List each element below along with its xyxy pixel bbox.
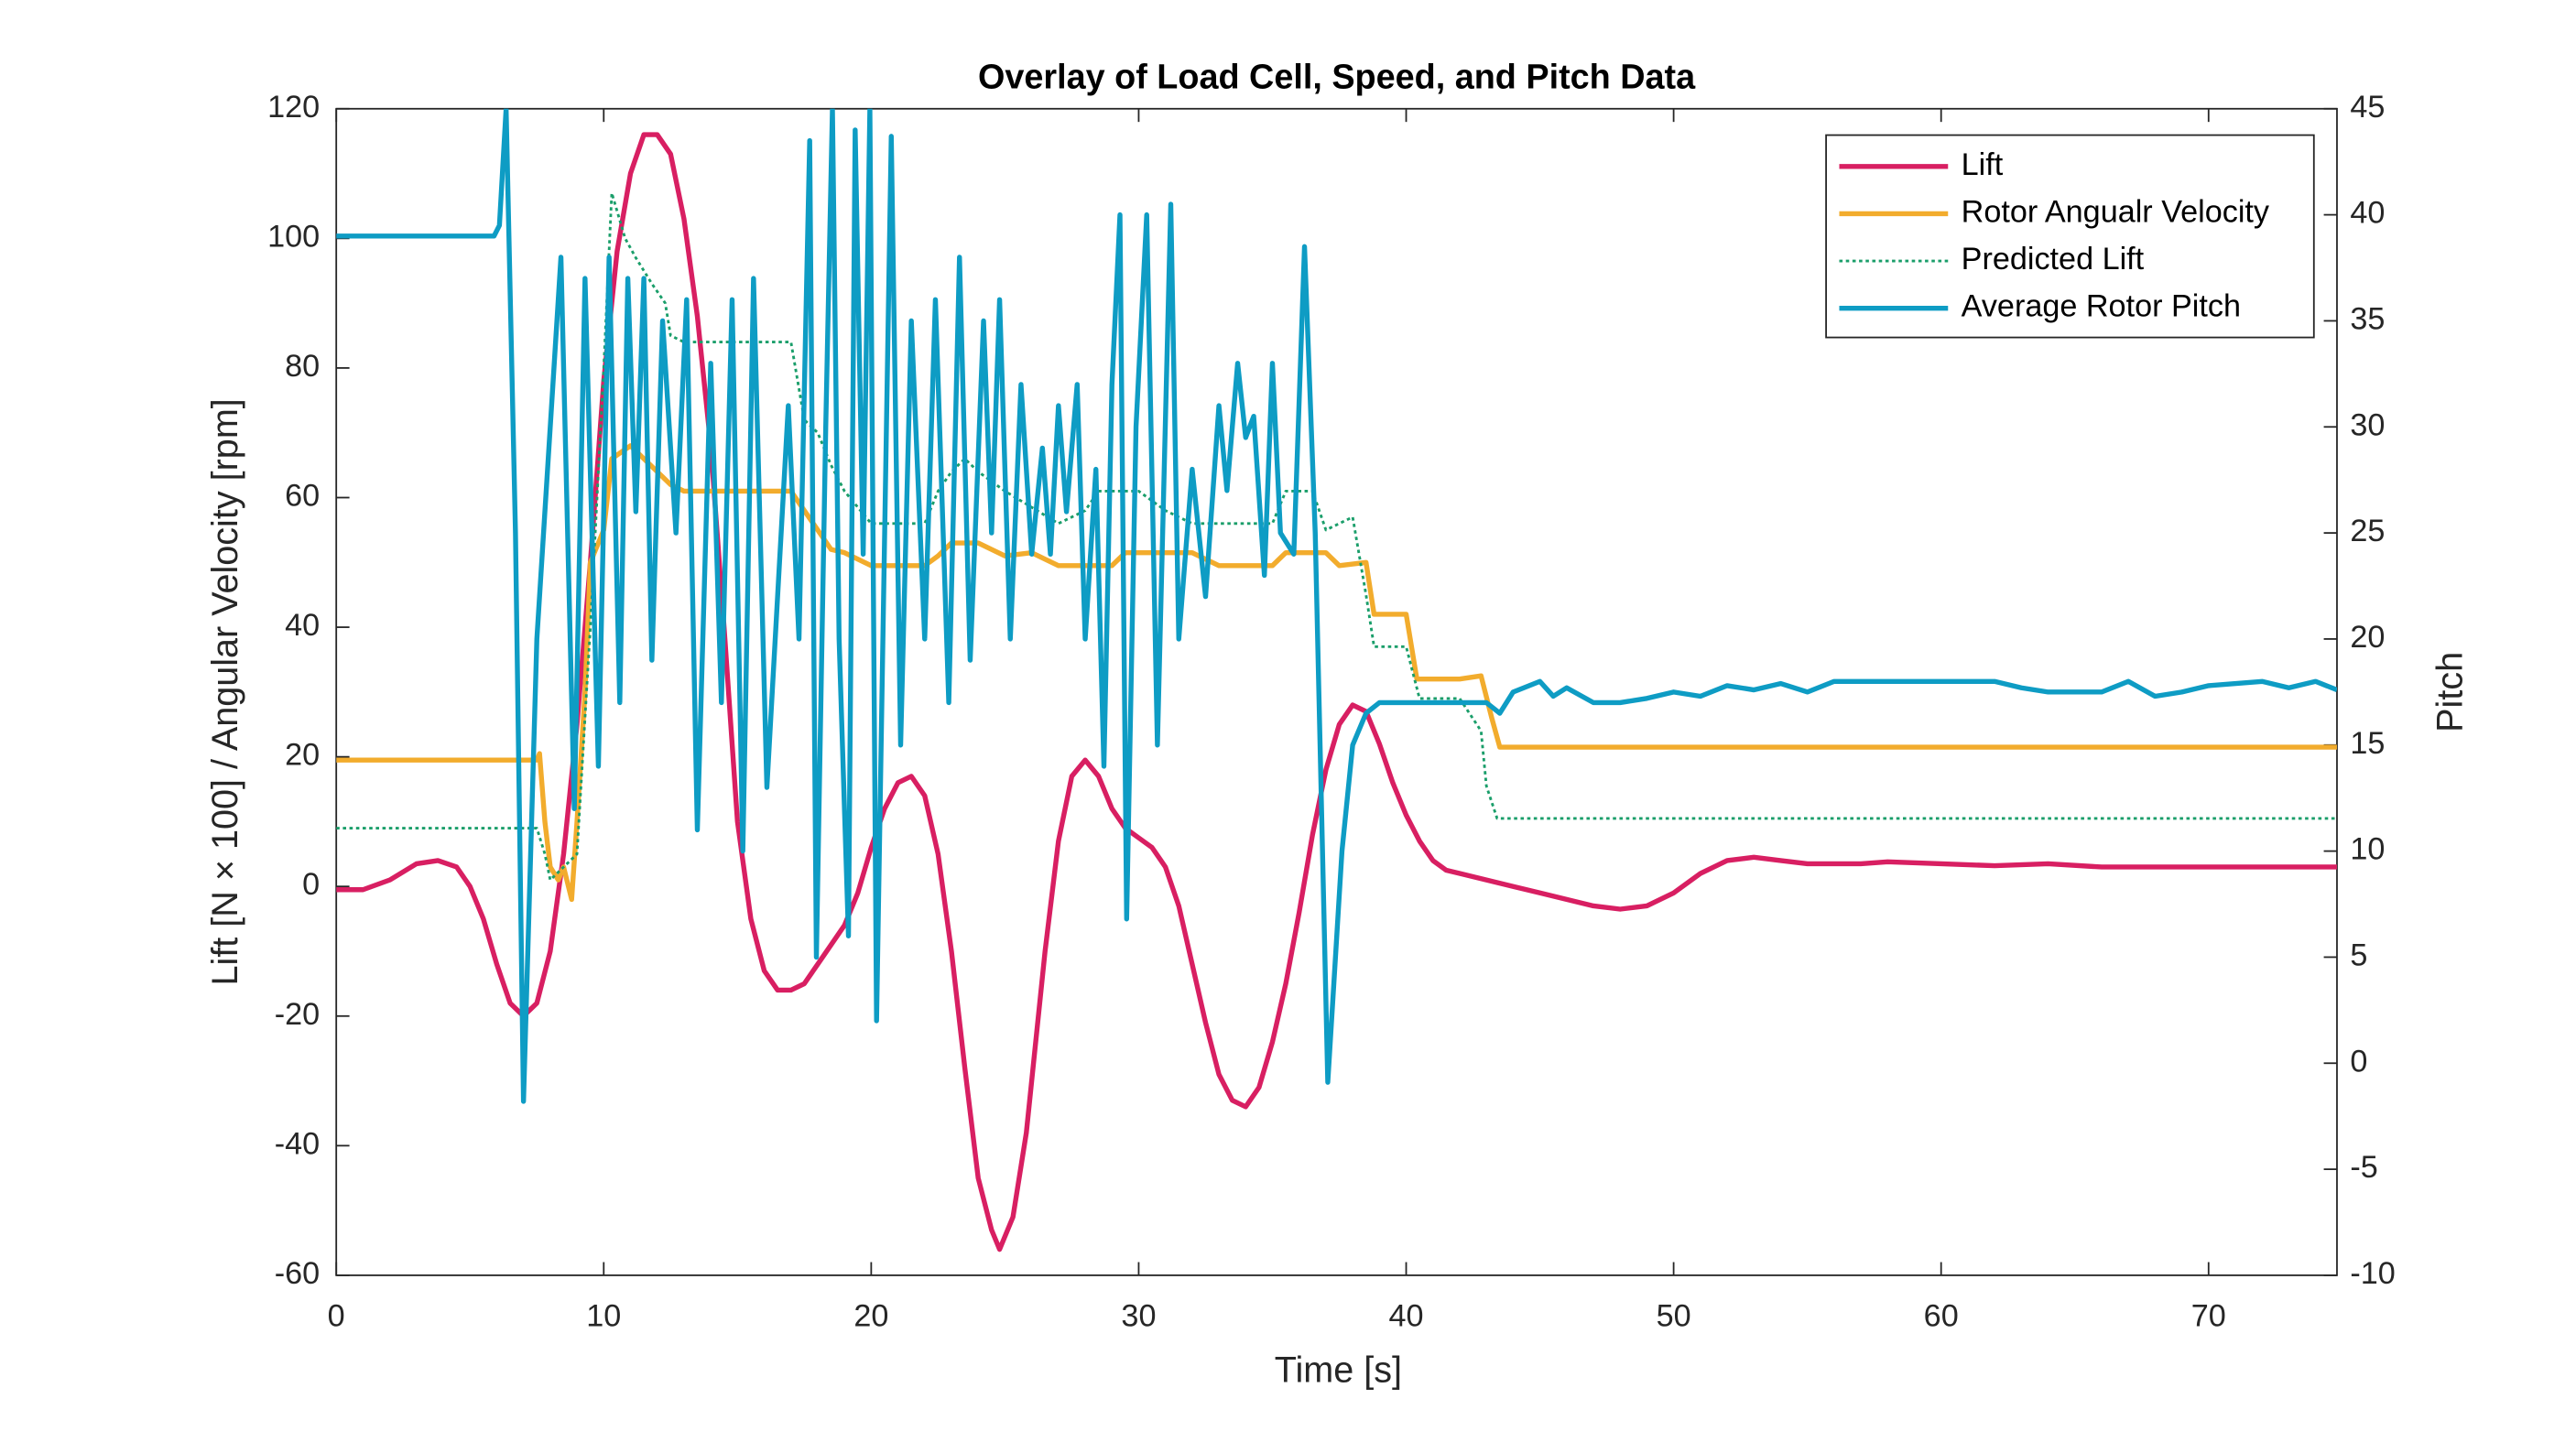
x-tick-label: 60 bbox=[1924, 1299, 1959, 1334]
x-tick-label: 70 bbox=[2191, 1299, 2226, 1334]
axes-box bbox=[335, 107, 2338, 1276]
series-line bbox=[336, 132, 2337, 1252]
y2-tick-label: -10 bbox=[2350, 1256, 2395, 1291]
legend-label: Rotor Angualr Velocity bbox=[1962, 194, 2270, 229]
y2-tick-label: 20 bbox=[2350, 620, 2385, 655]
y-tick-label: 100 bbox=[267, 219, 320, 254]
y-tick-label: 40 bbox=[285, 608, 320, 643]
x-tick-label: 50 bbox=[1657, 1299, 1691, 1334]
chart-title: Overlay of Load Cell, Speed, and Pitch D… bbox=[978, 58, 1696, 96]
x-tick-label: 10 bbox=[586, 1299, 621, 1334]
series-line bbox=[336, 108, 2337, 1104]
y2-tick-label: 35 bbox=[2350, 301, 2385, 336]
y-tick-label: 0 bbox=[302, 867, 320, 902]
legend-label: Average Rotor Pitch bbox=[1962, 289, 2241, 324]
y-tick-label: -20 bbox=[275, 997, 320, 1032]
y2-tick-label: 10 bbox=[2350, 832, 2385, 867]
y-axis-label: Lift [N × 100] / Angular Velocity [rpm] bbox=[205, 398, 245, 985]
y2-tick-label: 45 bbox=[2350, 90, 2385, 125]
y2-tick-label: 5 bbox=[2350, 938, 2367, 972]
x-tick-label: 20 bbox=[853, 1299, 888, 1334]
y-tick-label: -40 bbox=[275, 1126, 320, 1161]
x-tick-label: 0 bbox=[328, 1299, 345, 1334]
x-axis-label: Time [s] bbox=[1275, 1350, 1402, 1391]
y2-tick-label: 15 bbox=[2350, 726, 2385, 761]
y-tick-label: 120 bbox=[267, 90, 320, 125]
y-tick-label: 20 bbox=[285, 738, 320, 773]
y2-tick-label: 40 bbox=[2350, 196, 2385, 231]
y2-tick-label: -5 bbox=[2350, 1150, 2377, 1185]
y-tick-label: 60 bbox=[285, 479, 320, 514]
legend-label: Lift bbox=[1962, 147, 2004, 182]
y-tick-label: 80 bbox=[285, 349, 320, 384]
y-tick-label: -60 bbox=[275, 1256, 320, 1291]
x-tick-label: 40 bbox=[1389, 1299, 1424, 1334]
y2-tick-label: 25 bbox=[2350, 514, 2385, 548]
legend-label: Predicted Lift bbox=[1962, 242, 2145, 276]
y2-axis-label: Pitch bbox=[2429, 652, 2470, 732]
x-tick-label: 30 bbox=[1121, 1299, 1156, 1334]
y2-tick-label: 0 bbox=[2350, 1044, 2367, 1079]
y2-tick-label: 30 bbox=[2350, 407, 2385, 442]
